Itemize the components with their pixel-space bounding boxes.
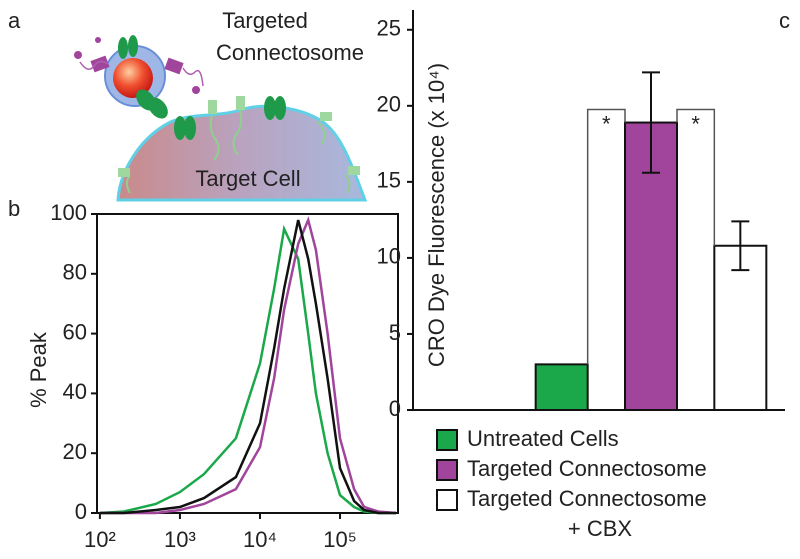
error-bar xyxy=(731,220,750,272)
cell-label: Target Cell xyxy=(195,166,300,191)
x-tick-label: 10³ xyxy=(164,527,196,552)
y-tick-label: 5 xyxy=(389,320,401,345)
y-tick-label: 20 xyxy=(63,439,87,464)
cell-receptors xyxy=(118,96,360,177)
x-tick-label: 10² xyxy=(84,527,116,552)
x-tick-label: 10⁴ xyxy=(243,527,277,552)
significance-bracket xyxy=(586,108,626,365)
panel-c: c CRO Dye Fluorescence (x 10⁴) 0 5 10 15 20 2… xyxy=(377,8,790,541)
y-axis-label: CRO Dye Fluorescence (x 10⁴) xyxy=(424,63,449,367)
illustration-title: Targeted xyxy=(222,8,308,33)
histogram-line xyxy=(99,219,396,515)
legend-label: Untreated Cells xyxy=(467,426,619,451)
cell-proteins xyxy=(126,109,351,194)
bar xyxy=(534,363,589,411)
legend-label: Targeted Connectosome xyxy=(467,486,707,511)
x-tick-label: 10⁵ xyxy=(323,527,357,552)
significance-label: * xyxy=(602,111,611,136)
y-axis-label: % Peak xyxy=(26,331,51,408)
illustration-title: Connectosome xyxy=(216,40,364,65)
linkers xyxy=(79,60,204,87)
error-bar xyxy=(642,71,660,174)
ligands xyxy=(74,37,200,94)
y-tick-label: 80 xyxy=(63,260,87,285)
legend-swatch xyxy=(436,459,458,481)
receptors xyxy=(118,35,286,140)
y-tick-label: 100 xyxy=(50,200,87,225)
histogram-line xyxy=(99,216,397,515)
y-tick-label: 10 xyxy=(377,244,401,269)
y-tick-label: 20 xyxy=(377,92,401,117)
significance-bracket xyxy=(676,108,716,246)
legend-swatch xyxy=(436,429,458,451)
panel-label: b xyxy=(8,196,20,221)
significance-label: * xyxy=(691,111,700,136)
y-tick-label: 15 xyxy=(377,168,401,193)
legend-label: + CBX xyxy=(568,516,633,541)
y-tick-label: 40 xyxy=(63,379,87,404)
legend-label: Targeted Connectosome xyxy=(467,456,707,481)
illustration: a Targeted Connectosome Target Cell xyxy=(8,8,368,202)
plot-frame xyxy=(96,213,399,514)
histogram-line xyxy=(99,224,396,515)
y-tick-label: 25 xyxy=(377,16,401,41)
y-tick-label: 0 xyxy=(389,396,401,421)
panel-label: c xyxy=(779,8,790,33)
y-tick-label: 0 xyxy=(75,499,87,524)
panel-label: a xyxy=(8,8,21,33)
vesicle-core xyxy=(113,58,153,98)
legend-swatch xyxy=(436,489,458,511)
y-tick-label: 60 xyxy=(63,319,87,344)
